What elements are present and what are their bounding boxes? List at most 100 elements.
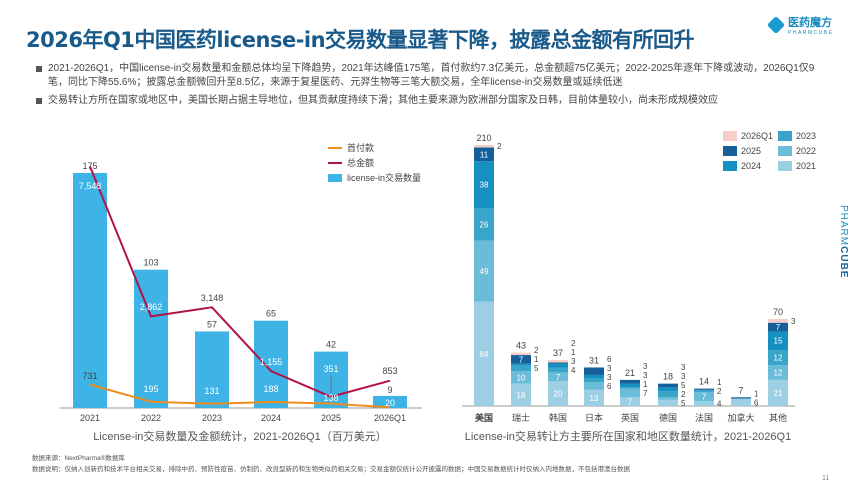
- segment-label: 5: [534, 364, 539, 373]
- stacked-segment: [584, 382, 604, 390]
- footer-note: 数据说明：仅纳入创新药和技术平台相关交易，排除中药、预防性疫苗、仿制药、改良型新…: [32, 466, 630, 473]
- legend-swatch: [778, 146, 792, 156]
- segment-label: 20: [554, 390, 563, 399]
- segment-label: 1: [754, 389, 759, 398]
- segment-label: 7: [556, 373, 561, 382]
- segment-label: 5: [681, 399, 686, 408]
- total-value-label: 2,862: [140, 302, 163, 312]
- x-tick-label: 美国: [475, 412, 493, 423]
- line-upfront: [89, 383, 391, 409]
- bar-count: [134, 269, 168, 408]
- bar-count: [73, 172, 107, 408]
- stacked-segment: [511, 352, 531, 356]
- segment-label: 3: [643, 362, 648, 371]
- stacked-segment: [548, 372, 568, 382]
- segment-label: 6: [607, 382, 612, 391]
- segment-label: 4: [717, 400, 722, 409]
- stacked-segment: [474, 208, 494, 241]
- bar-label: 42: [326, 340, 336, 350]
- segment-label: 1: [534, 355, 539, 364]
- stacked-segment: [548, 367, 568, 373]
- legend-label: 2023: [796, 131, 816, 141]
- total-value-label: 1,155: [260, 357, 283, 367]
- total-label: 14: [699, 377, 709, 387]
- total-label: 31: [589, 355, 599, 365]
- x-tick-label: 瑞士: [512, 412, 530, 423]
- stacked-segment: [511, 364, 531, 372]
- total-value-label: 853: [382, 366, 397, 376]
- stacked-segment: [731, 397, 751, 399]
- stacked-segment: [474, 301, 494, 406]
- x-tick-label: 2025: [321, 413, 341, 423]
- stacked-segment: [511, 363, 531, 365]
- segment-label: 12: [774, 368, 783, 377]
- logo-name: 医药魔方: [788, 17, 832, 29]
- stacked-segment: [620, 387, 640, 389]
- stacked-segment: [584, 389, 604, 406]
- segment-label: 3: [607, 364, 612, 373]
- bar-label: 57: [207, 319, 217, 329]
- total-label: 210: [476, 133, 491, 143]
- stacked-segment: [474, 161, 494, 209]
- segment-label: 12: [774, 354, 783, 363]
- page-title: 2026年Q1中国医药license-in交易数量显著下降，披露总金额有所回升: [26, 28, 695, 52]
- stacked-segment: [768, 322, 788, 332]
- segment-label: 2: [534, 346, 539, 355]
- segment-label: 11: [480, 150, 489, 159]
- total-label: 43: [516, 341, 526, 351]
- bar-label: 175: [82, 161, 97, 171]
- stacked-segment: [768, 379, 788, 406]
- segment-label: 7: [519, 355, 524, 364]
- legend-swatch: [328, 174, 342, 182]
- upfront-value-label: 138: [323, 393, 338, 403]
- bullet-text: 2021-2026Q1，中国license-in交易数量和金额总体均呈下降趋势，…: [48, 63, 815, 88]
- legend-label: 2025: [741, 146, 761, 156]
- legend-label: 首付款: [347, 142, 374, 153]
- total-value-label: 3,148: [201, 293, 224, 303]
- segment-label: 1: [717, 378, 722, 387]
- stacked-segment: [584, 374, 604, 379]
- total-value-label: 351: [323, 364, 338, 374]
- segment-label: 4: [571, 366, 576, 375]
- side-brand: PHARMCUBE: [838, 205, 849, 279]
- x-tick-label: 2023: [202, 413, 222, 423]
- line-total: [89, 166, 391, 398]
- upfront-value-label: 188: [263, 384, 278, 394]
- segment-label: 1: [643, 380, 648, 389]
- stacked-segment: [620, 379, 640, 384]
- legend-swatch: [723, 131, 737, 141]
- legend-label: 总金额: [347, 157, 374, 168]
- bar-count: [254, 320, 288, 408]
- bullet-square-icon: [36, 98, 42, 104]
- segment-label: 3: [571, 357, 576, 366]
- stacked-segment: [694, 392, 714, 402]
- segment-label: 2: [681, 390, 686, 399]
- stacked-segment: [768, 318, 788, 323]
- page-number: 11: [822, 475, 830, 482]
- segment-label: 15: [774, 337, 783, 346]
- stacked-segment: [474, 147, 494, 162]
- x-tick-label: 法国: [695, 412, 713, 423]
- legend-swatch: [778, 161, 792, 171]
- segment-label: 5: [681, 381, 686, 390]
- stacked-segment: [548, 362, 568, 364]
- stacked-segment: [474, 240, 494, 302]
- segment-label: 21: [774, 389, 783, 398]
- stacked-segment: [658, 387, 678, 392]
- legend-swatch: [778, 131, 792, 141]
- bullet-square-icon: [36, 66, 42, 72]
- segment-label: 7: [776, 323, 781, 332]
- legend-label: license-in交易数量: [347, 172, 421, 183]
- total-value-label: 7,548: [79, 181, 102, 191]
- left-chart-title: License-in交易数量及金额统计，2021-2026Q1（百万美元）: [93, 429, 386, 443]
- segment-label: 2: [571, 339, 576, 348]
- stacked-segment: [694, 389, 714, 393]
- stacked-segment: [620, 388, 640, 398]
- stacked-segment: [768, 364, 788, 380]
- stacked-segment: [768, 331, 788, 351]
- right-chart-title: License-in交易转让方主要所在国家和地区数量统计，2021-2026Q1: [465, 429, 791, 443]
- legend-label: 2022: [796, 146, 816, 156]
- segment-label: 38: [480, 181, 489, 190]
- bar-label: 9: [387, 385, 392, 395]
